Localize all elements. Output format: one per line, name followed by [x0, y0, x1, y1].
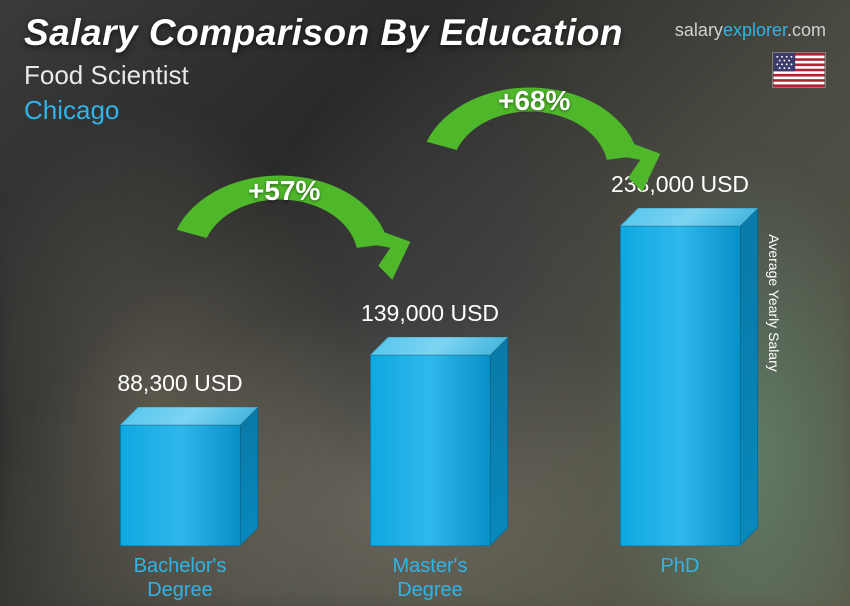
chart-location: Chicago — [24, 95, 826, 126]
bar-side-face — [240, 407, 258, 546]
chart-subtitle: Food Scientist — [24, 60, 826, 91]
bar-front-face — [620, 226, 740, 546]
watermark: salaryexplorer.com — [675, 20, 826, 41]
bar-front-face — [370, 355, 490, 546]
bar-top-face — [370, 337, 508, 355]
bar-3d — [370, 355, 490, 546]
bar-category-label: Master'sDegree — [360, 554, 500, 602]
watermark-part2: explorer — [723, 20, 787, 40]
bar-group: 139,000 USD Master'sDegree — [360, 300, 500, 546]
bar-group: 233,000 USD PhD — [610, 171, 750, 546]
bar-top-face — [120, 407, 258, 425]
bar-3d — [120, 425, 240, 546]
arc-percent-label: +68% — [498, 85, 570, 117]
watermark-part3: .com — [787, 20, 826, 40]
bar-side-face — [740, 208, 758, 546]
bar-side-face — [490, 337, 508, 546]
bar-group: 88,300 USD Bachelor'sDegree — [110, 370, 250, 546]
watermark-part1: salary — [675, 20, 723, 40]
bar-category-label: Bachelor'sDegree — [110, 554, 250, 602]
bar-value-label: 233,000 USD — [610, 171, 750, 198]
bar-front-face — [120, 425, 240, 546]
bar-chart: 88,300 USD Bachelor'sDegree 139,000 USD … — [40, 146, 790, 546]
bar-category-label: PhD — [610, 554, 750, 578]
arc-percent-label: +57% — [248, 175, 320, 207]
bar-value-label: 88,300 USD — [110, 370, 250, 397]
bar-top-face — [620, 208, 758, 226]
bar-3d — [620, 226, 740, 546]
flag-icon — [772, 52, 826, 88]
bar-value-label: 139,000 USD — [360, 300, 500, 327]
